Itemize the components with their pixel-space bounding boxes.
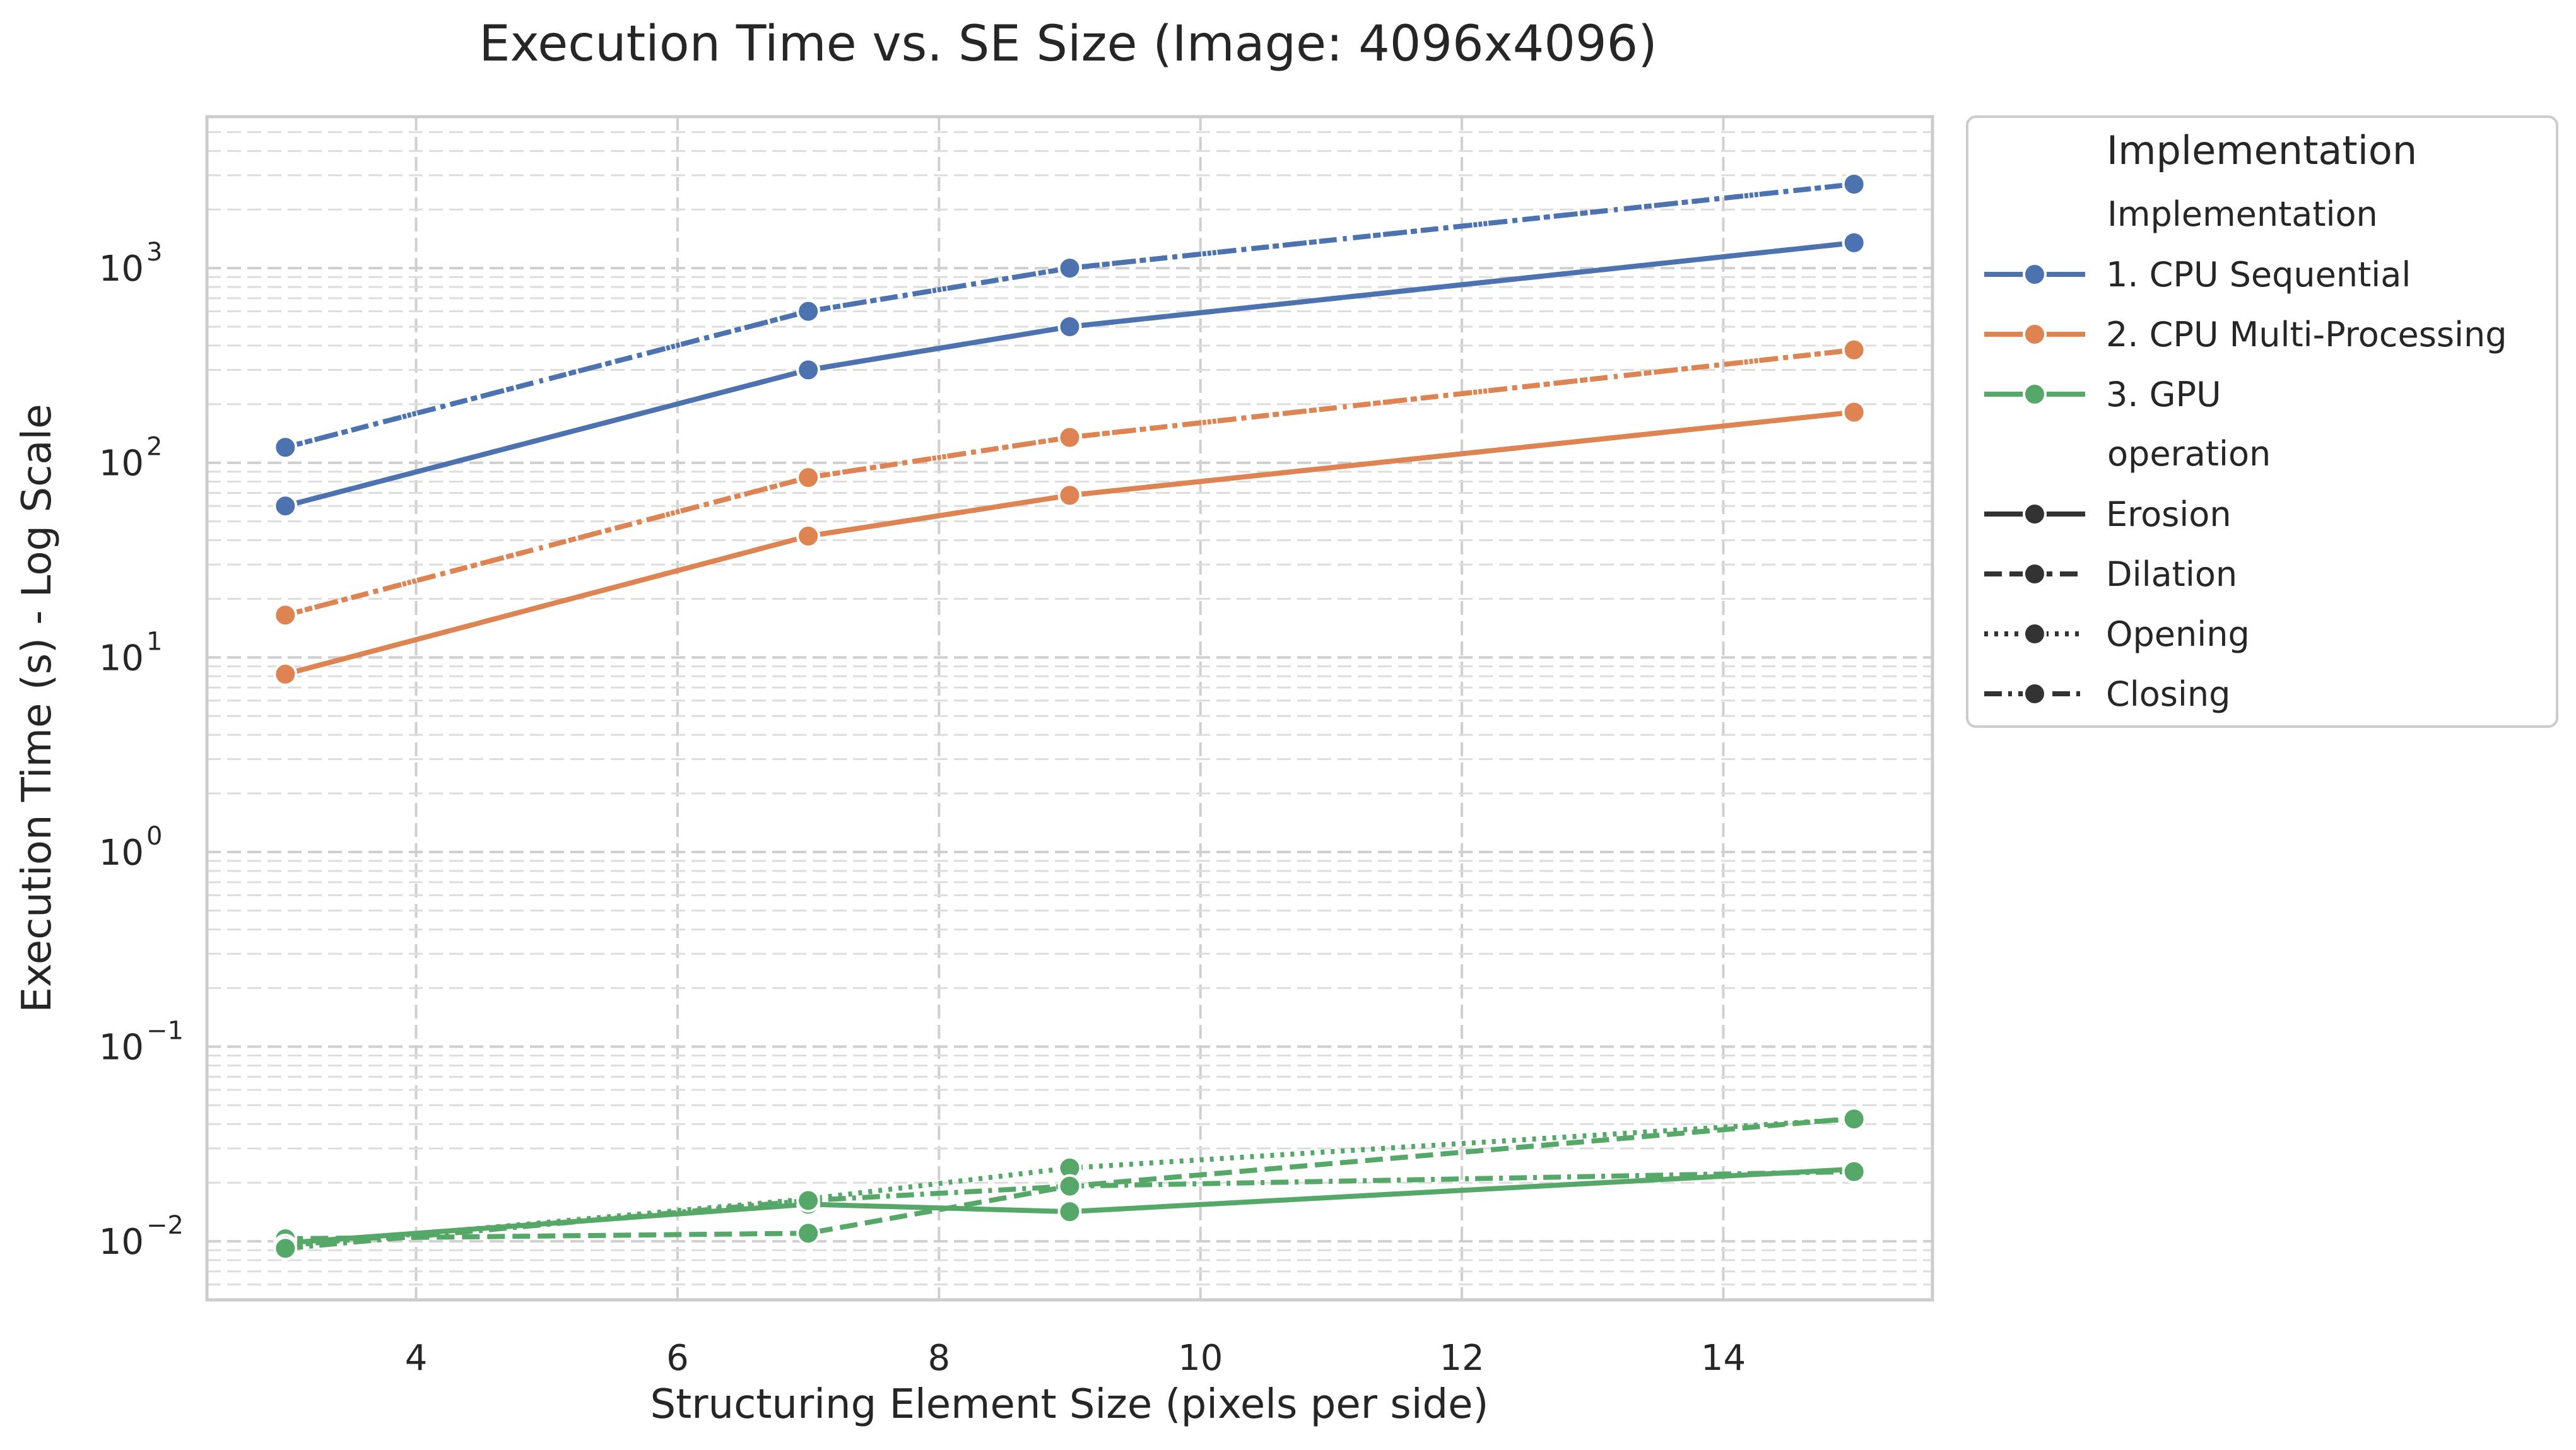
legend-entry: 1. CPU Sequential (1984, 255, 2411, 295)
data-point (796, 1188, 821, 1213)
plot-frame (205, 115, 1934, 1302)
legend-label: 1. CPU Sequential (2106, 255, 2411, 295)
series-line (285, 347, 1855, 618)
y-axis-label: Execution Time (s) - Log Scale (14, 404, 61, 1012)
series-1 (273, 230, 1866, 518)
series-line (285, 182, 1855, 450)
x-tick-label: 14 (1701, 1338, 1746, 1379)
data-point (1057, 1174, 1082, 1198)
x-tick-label: 10 (1178, 1338, 1223, 1379)
data-point (1842, 400, 1866, 424)
data-point (1842, 1159, 1866, 1184)
legend-entry: 3. GPU (1984, 375, 2221, 414)
y-tick-base: 10 (99, 833, 144, 874)
data-point (1057, 1200, 1082, 1224)
series-line (285, 1169, 1854, 1251)
data-point (1057, 315, 1082, 339)
y-tick-label: 10 3 (99, 238, 163, 289)
series-layer (273, 172, 1866, 1261)
data-point (273, 494, 298, 518)
data-point (1057, 425, 1082, 450)
data-point (1057, 483, 1082, 508)
x-tick-label: 4 (405, 1338, 428, 1379)
legend-label: 2. CPU Multi-Processing (2106, 315, 2507, 354)
series-5 (273, 400, 1866, 686)
y-tick-exponent: 3 (146, 238, 162, 267)
data-point (273, 662, 298, 686)
y-tick-exponent: 1 (146, 627, 162, 656)
series-line (285, 409, 1855, 677)
data-point (1842, 1107, 1866, 1131)
legend-swatch-marker (2023, 382, 2047, 406)
legend-swatch-marker (2023, 622, 2047, 646)
data-point (796, 299, 821, 324)
legend-label: Closing (2106, 674, 2230, 714)
y-tick-base: 10 (99, 638, 144, 679)
data-point (796, 465, 821, 490)
data-point (273, 435, 298, 460)
x-tick-label: 12 (1439, 1338, 1484, 1379)
x-tick-label: 6 (666, 1338, 689, 1379)
series-line (285, 1116, 1855, 1242)
legend-style-title: operation (2107, 434, 2271, 474)
y-tick-exponent: −2 (146, 1211, 184, 1240)
legend-label: Opening (2106, 614, 2250, 654)
data-point (273, 603, 298, 628)
legend-entry: Erosion (1984, 494, 2232, 534)
series-line (285, 240, 1855, 509)
y-tick-base: 10 (99, 248, 144, 289)
y-tick-label: 10 2 (99, 433, 163, 484)
legend-swatch-marker (2023, 502, 2047, 526)
y-tick-base: 10 (99, 1027, 144, 1068)
data-point (796, 358, 821, 382)
data-point (1842, 337, 1866, 362)
legend-swatch-marker (2023, 262, 2047, 286)
series-3 (273, 172, 1866, 460)
legend-label: 3. GPU (2106, 375, 2221, 414)
legend: Implementation Implementation 1. CPU Sequ… (1966, 115, 2558, 728)
legend-title: Implementation (2107, 127, 2417, 173)
legend-items: Implementation 1. CPU Sequential 2. CPU Mu… (1984, 194, 2507, 714)
legend-label: Dilation (2106, 554, 2237, 594)
data-point (1842, 172, 1866, 197)
legend-entry: Closing (1984, 674, 2230, 714)
y-tick-exponent: −1 (146, 1017, 184, 1046)
data-point (796, 523, 821, 548)
chart-title: Execution Time vs. SE Size (Image: 4096x… (479, 16, 1657, 73)
legend-label: Erosion (2106, 494, 2232, 534)
legend-entry: Opening (1984, 614, 2250, 654)
legend-swatch-marker (2023, 322, 2047, 346)
data-point (1842, 230, 1866, 255)
legend-swatch-marker (2023, 562, 2047, 586)
y-tick-label: 10 −2 (99, 1211, 184, 1263)
y-tick-base: 10 (99, 1222, 144, 1263)
legend-swatch-marker (2023, 682, 2047, 706)
data-point (796, 1221, 821, 1246)
plot-background (207, 117, 1932, 1300)
y-tick-exponent: 2 (146, 433, 162, 462)
series-7 (273, 337, 1866, 628)
data-point (273, 1236, 298, 1261)
x-axis-label: Structuring Element Size (pixels per sid… (650, 1381, 1489, 1428)
y-tick-exponent: 0 (146, 822, 162, 851)
y-tick-label: 10 1 (99, 627, 163, 679)
x-tick-label: 8 (927, 1338, 950, 1379)
x-tick-labels: 4 6 8 10 12 14 (405, 1338, 1746, 1379)
data-point (1057, 256, 1082, 281)
legend-entry: Dilation (1984, 554, 2237, 594)
y-tick-label: 10 0 (99, 822, 163, 874)
y-tick-base: 10 (99, 443, 144, 484)
legend-hue-title: Implementation (2107, 194, 2378, 234)
legend-entry: 2. CPU Multi-Processing (1984, 315, 2507, 354)
series-11 (273, 1159, 1866, 1261)
y-tick-label: 10 −1 (99, 1017, 184, 1068)
legend-frame (1966, 115, 2558, 728)
